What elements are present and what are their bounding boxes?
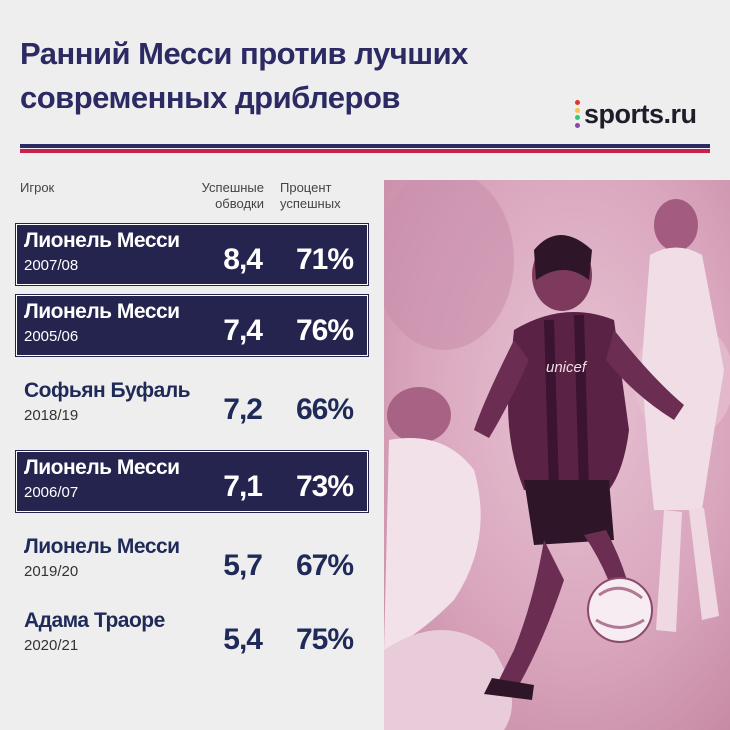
shirt-sponsor-text: unicef [546, 359, 588, 376]
successful-dribbles-value: 5,4 [223, 623, 263, 656]
column-header-dribbles-line-1: Успешные [201, 180, 264, 195]
sports-ru-logo: sports.ru [575, 98, 697, 130]
success-percent-value: 73% [296, 470, 354, 503]
table-row: Лионель Месси 2006/07 7,1 73% [15, 450, 369, 513]
column-header-percent: Процент успешных [280, 180, 356, 212]
success-percent-value: 76% [296, 314, 354, 347]
successful-dribbles-value: 7,1 [223, 470, 263, 503]
table-row: Лионель Месси 2007/08 8,4 71% [15, 223, 369, 286]
player-name: Софьян Буфаль [24, 379, 191, 402]
column-header-percent-line-1: Процент [280, 180, 332, 195]
column-header-dribbles-line-2: обводки [215, 196, 264, 211]
messi-photo: unicef [384, 180, 730, 730]
player-name: Лионель Месси [24, 229, 180, 252]
column-header-player: Игрок [20, 180, 55, 195]
season: 2005/06 [24, 328, 79, 345]
football-icon [587, 577, 653, 643]
success-percent-value: 75% [296, 623, 354, 656]
player-name: Лионель Месси [24, 300, 180, 323]
fallen-player [384, 387, 512, 730]
season: 2018/19 [24, 407, 79, 424]
season: 2020/21 [24, 637, 79, 654]
table-row: Лионель Месси 2005/06 7,4 76% [15, 294, 369, 357]
logo-dots-icon [575, 100, 580, 128]
title-divider-red [20, 149, 710, 153]
player-name: Лионель Месси [24, 535, 180, 558]
season: 2006/07 [24, 484, 79, 501]
column-header-percent-line-2: успешных [280, 196, 341, 211]
photo-illustration: unicef [384, 180, 730, 730]
season: 2019/20 [24, 563, 79, 580]
success-percent-value: 66% [296, 393, 354, 426]
messi-figure: unicef [474, 235, 684, 700]
successful-dribbles-value: 5,7 [223, 549, 263, 582]
title-divider-navy [20, 144, 710, 148]
title-line-1: Ранний Месси против лучших [20, 36, 468, 71]
page-title: Ранний Месси против лучших современных д… [20, 32, 468, 120]
column-header-dribbles: Успешные обводки [188, 180, 264, 212]
table-row: Лионель Месси 2019/20 5,7 67% [18, 532, 366, 589]
success-percent-value: 71% [296, 243, 354, 276]
logo-text: sports.ru [584, 98, 697, 129]
table-row: Софьян Буфаль 2018/19 7,2 66% [18, 376, 366, 433]
player-name: Лионель Месси [24, 456, 180, 479]
season: 2007/08 [24, 257, 79, 274]
success-percent-value: 67% [296, 549, 354, 582]
successful-dribbles-value: 7,2 [223, 393, 263, 426]
player-name: Адама Траоре [24, 609, 165, 632]
background-player [642, 199, 724, 632]
title-line-2: современных дриблеров [20, 80, 400, 115]
table-row: Адама Траоре 2020/21 5,4 75% [18, 606, 366, 663]
successful-dribbles-value: 8,4 [223, 243, 263, 276]
successful-dribbles-value: 7,4 [223, 314, 263, 347]
